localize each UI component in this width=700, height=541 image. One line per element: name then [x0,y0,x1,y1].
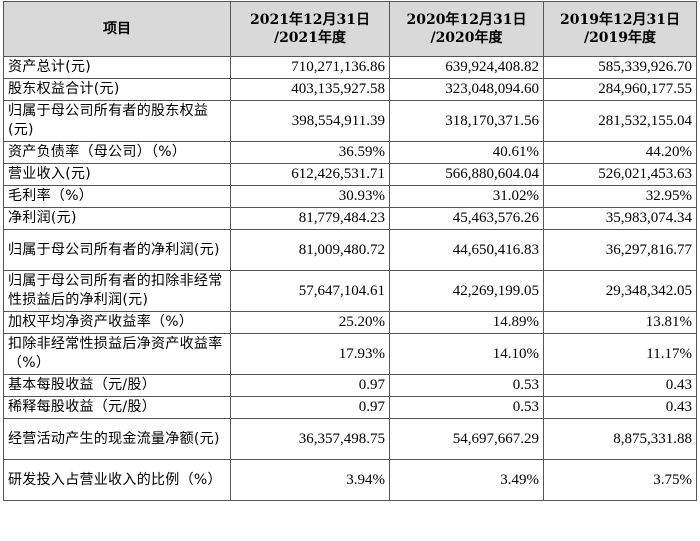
table-row: 归属于母公司所有者的扣除非经常性损益后的净利润(元) 57,647,104.61… [3,270,697,312]
cell-2019: 32.95% [543,185,697,208]
table-row: 加权平均净资产收益率（%） 25.20% 14.89% 13.81% [3,311,697,334]
cell-2019: 11.17% [543,333,697,375]
table-row: 资产总计(元) 710,271,136.86 639,924,408.82 58… [3,56,697,79]
row-label: 加权平均净资产收益率（%） [3,311,231,334]
cell-2021: 30.93% [230,185,390,208]
cell-2020: 14.89% [389,311,544,334]
cell-2021: 398,554,911.39 [230,100,390,142]
cell-2021: 710,271,136.86 [230,56,390,79]
row-label: 归属于母公司所有者的扣除非经常性损益后的净利润(元) [3,270,231,312]
table-row: 稀释每股收益（元/股） 0.97 0.53 0.43 [3,396,697,419]
cell-2021: 57,647,104.61 [230,270,390,312]
cell-2021: 81,009,480.72 [230,229,390,271]
header-2020-line1: 2020年12月31日 [406,12,527,28]
cell-2021: 36,357,498.75 [230,418,390,460]
cell-2020: 318,170,371.56 [389,100,544,142]
financial-summary-container: 项目 2021年12月31日/2021年度 2020年12月31日/2020年度… [3,1,697,501]
cell-2020: 639,924,408.82 [389,56,544,79]
cell-2021: 0.97 [230,374,390,397]
cell-2020: 14.10% [389,333,544,375]
table-header-row: 项目 2021年12月31日/2021年度 2020年12月31日/2020年度… [3,1,697,57]
cell-2019: 29,348,342.05 [543,270,697,312]
cell-2019: 0.43 [543,396,697,419]
cell-2020: 31.02% [389,185,544,208]
cell-2019: 13.81% [543,311,697,334]
table-row: 净利润(元) 81,779,484.23 45,463,576.26 35,98… [3,207,697,230]
row-label: 毛利率（%） [3,185,231,208]
cell-2020: 0.53 [389,396,544,419]
header-2021-line2: /2021年度 [273,30,347,46]
cell-2020: 45,463,576.26 [389,207,544,230]
cell-2020: 54,697,667.29 [389,418,544,460]
cell-2021: 3.94% [230,459,390,501]
cell-2021: 36.59% [230,141,390,164]
header-item-label: 项目 [103,21,131,37]
row-label: 基本每股收益（元/股） [3,374,231,397]
row-label: 净利润(元) [3,207,231,230]
table-row: 归属于母公司所有者的股东权益(元) 398,554,911.39 318,170… [3,100,697,142]
cell-2019: 526,021,453.63 [543,163,697,186]
row-label: 归属于母公司所有者的股东权益(元) [3,100,231,142]
table-row: 归属于母公司所有者的净利润(元) 81,009,480.72 44,650,41… [3,229,697,271]
header-2021-line1: 2021年12月31日 [250,12,370,28]
cell-2019: 3.75% [543,459,697,501]
table-row: 毛利率（%） 30.93% 31.02% 32.95% [3,185,697,208]
cell-2019: 585,339,926.70 [543,56,697,79]
row-label: 归属于母公司所有者的净利润(元) [3,229,231,271]
cell-2021: 81,779,484.23 [230,207,390,230]
cell-2020: 3.49% [389,459,544,501]
row-label: 营业收入(元) [3,163,231,186]
row-label: 扣除非经常性损益后净资产收益率（%） [3,333,231,375]
table-row: 基本每股收益（元/股） 0.97 0.53 0.43 [3,374,697,397]
row-label: 股东权益合计(元) [3,78,231,101]
financial-summary-table: 项目 2021年12月31日/2021年度 2020年12月31日/2020年度… [3,1,697,501]
header-2021: 2021年12月31日/2021年度 [230,1,390,57]
header-2020-line2: /2020年度 [430,30,503,46]
cell-2021: 25.20% [230,311,390,334]
cell-2019: 8,875,331.88 [543,418,697,460]
table-row: 营业收入(元) 612,426,531.71 566,880,604.04 52… [3,163,697,186]
row-label: 研发投入占营业收入的比例（%） [3,459,231,501]
header-2019-line2: /2019年度 [583,30,657,46]
cell-2020: 42,269,199.05 [389,270,544,312]
table-row: 研发投入占营业收入的比例（%） 3.94% 3.49% 3.75% [3,459,697,501]
table-row: 股东权益合计(元) 403,135,927.58 323,048,094.60 … [3,78,697,101]
row-label: 资产总计(元) [3,56,231,79]
row-label: 经营活动产生的现金流量净额(元) [3,418,231,460]
cell-2019: 0.43 [543,374,697,397]
cell-2019: 44.20% [543,141,697,164]
header-item: 项目 [3,1,231,57]
cell-2020: 40.61% [389,141,544,164]
cell-2020: 323,048,094.60 [389,78,544,101]
row-label: 资产负债率（母公司）（%） [3,141,231,164]
table-row: 资产负债率（母公司）（%） 36.59% 40.61% 44.20% [3,141,697,164]
cell-2020: 0.53 [389,374,544,397]
cell-2019: 36,297,816.77 [543,229,697,271]
cell-2021: 0.97 [230,396,390,419]
header-2019-line1: 2019年12月31日 [560,12,680,28]
cell-2019: 284,960,177.55 [543,78,697,101]
row-label: 稀释每股收益（元/股） [3,396,231,419]
cell-2019: 281,532,155.04 [543,100,697,142]
cell-2021: 403,135,927.58 [230,78,390,101]
cell-2020: 44,650,416.83 [389,229,544,271]
table-row: 经营活动产生的现金流量净额(元) 36,357,498.75 54,697,66… [3,418,697,460]
table-row: 扣除非经常性损益后净资产收益率（%） 17.93% 14.10% 11.17% [3,333,697,375]
cell-2021: 612,426,531.71 [230,163,390,186]
header-2020: 2020年12月31日/2020年度 [389,1,544,57]
cell-2020: 566,880,604.04 [389,163,544,186]
cell-2019: 35,983,074.34 [543,207,697,230]
header-2019: 2019年12月31日/2019年度 [543,1,697,57]
cell-2021: 17.93% [230,333,390,375]
